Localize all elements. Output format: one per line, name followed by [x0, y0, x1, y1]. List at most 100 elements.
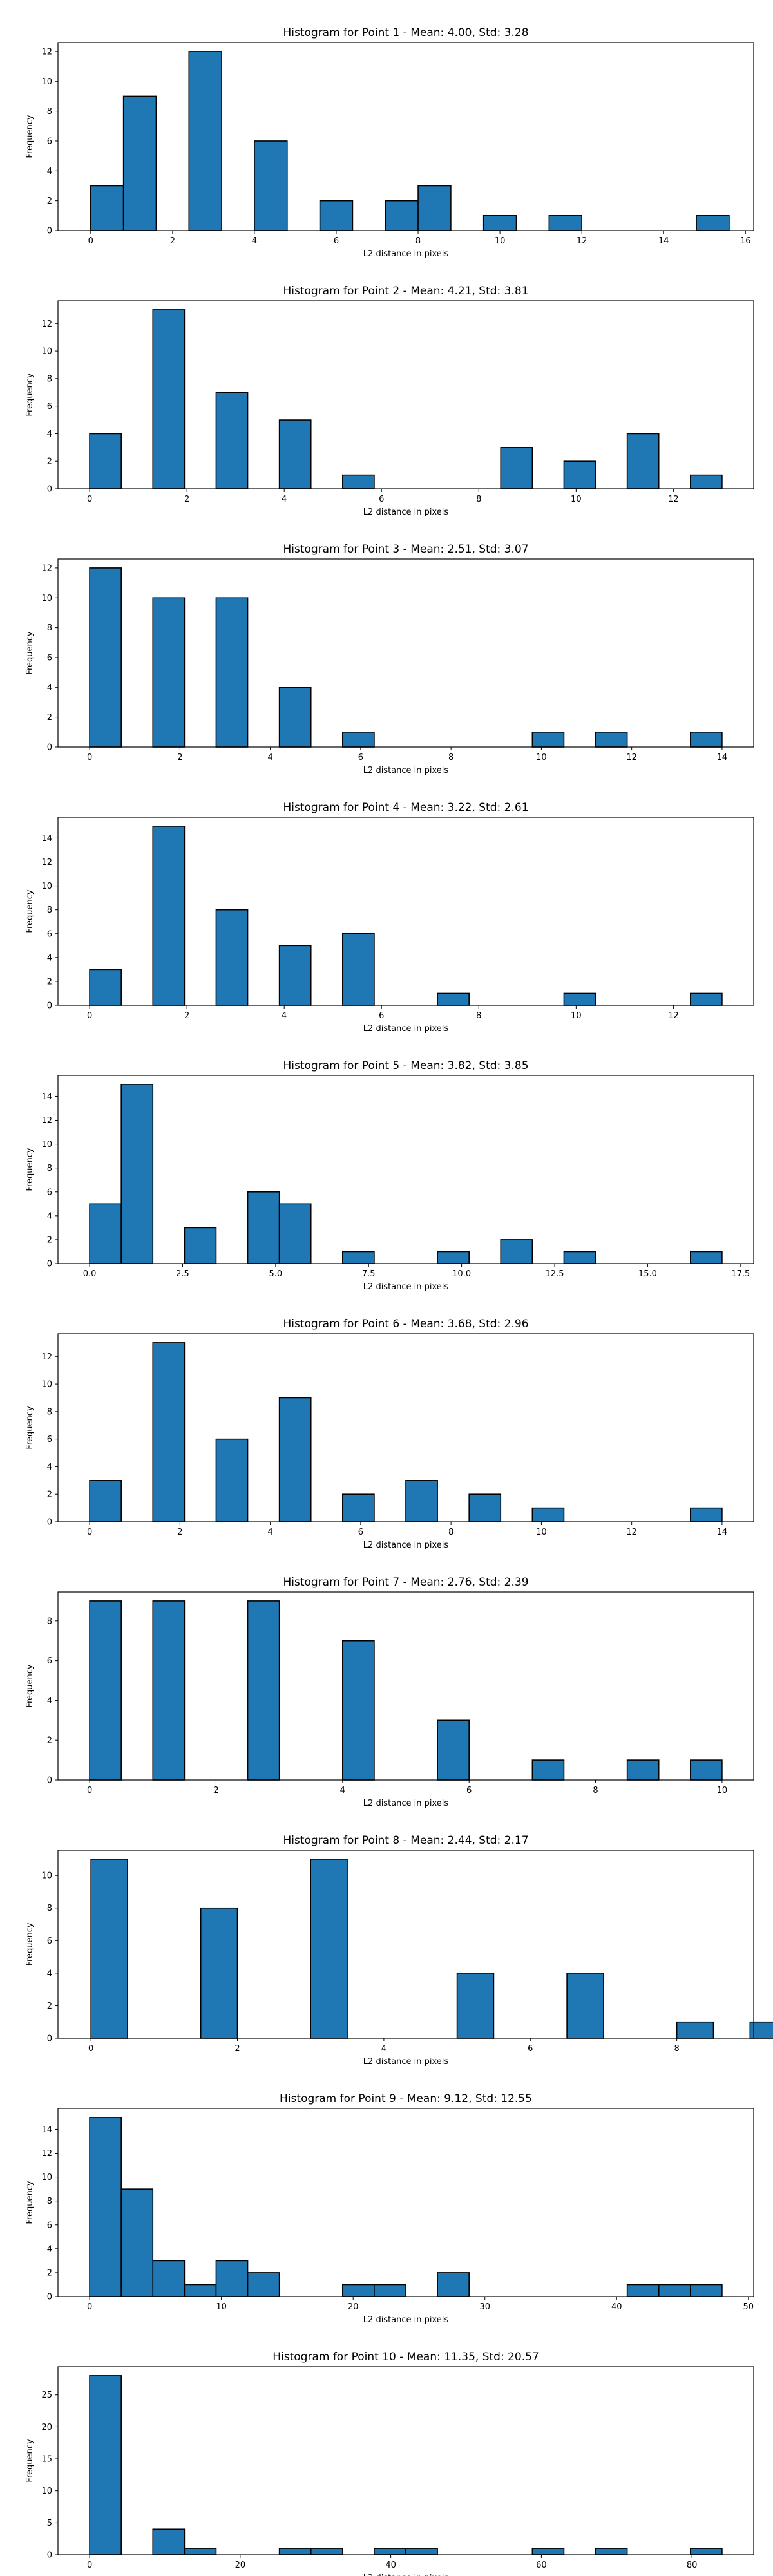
y-axis-label: Frequency: [25, 2181, 35, 2224]
histogram-bar: [531, 1507, 565, 1522]
x-tick-label: 7.5: [362, 1269, 376, 1279]
histogram-bar: [184, 2284, 217, 2297]
y-axis-label: Frequency: [25, 2439, 35, 2482]
x-axis-label: L2 distance in pixels: [363, 2573, 449, 2576]
histogram-bar: [417, 185, 452, 231]
histogram-bar: [437, 1719, 470, 1781]
x-tick-label: 4: [282, 1011, 287, 1021]
histogram-bar: [563, 460, 596, 489]
histogram-bar: [626, 1759, 660, 1781]
histogram-panel-2: Histogram for Point 2 - Mean: 4.21, Std:…: [25, 285, 754, 517]
histogram-bar: [342, 1640, 375, 1781]
histogram-bar: [500, 1239, 533, 1264]
histogram-bar: [152, 826, 186, 1006]
histogram-bar: [89, 1203, 122, 1264]
histogram-bar: [482, 215, 517, 231]
x-tick-label: 12: [626, 753, 637, 762]
histogram-bar: [595, 2548, 628, 2555]
x-tick-label: 14: [717, 753, 728, 762]
chart-title: Histogram for Point 5 - Mean: 3.82, Std:…: [283, 1059, 528, 1072]
x-tick-label: 40: [611, 2302, 622, 2312]
y-tick-label: 2: [47, 2268, 52, 2278]
y-axis-label: Frequency: [25, 1664, 35, 1707]
x-tick-label: 10: [571, 1011, 582, 1021]
histogram-bar: [566, 1973, 604, 2039]
x-axis-ticks: 0 20 40 60 80: [87, 2555, 697, 2570]
y-tick-label: 10: [41, 1380, 52, 1390]
histogram-bar: [90, 185, 124, 231]
x-tick-label: 4: [252, 236, 257, 246]
y-tick-label: 14: [41, 2125, 52, 2135]
histogram-bar: [405, 2548, 438, 2555]
x-tick-label: 12: [626, 1528, 637, 1537]
y-tick-label: 8: [47, 1904, 52, 1913]
x-tick-label: 12: [577, 236, 587, 246]
x-tick-label: 2: [177, 753, 182, 762]
histogram-bar: [215, 909, 249, 1006]
x-axis-label: L2 distance in pixels: [363, 2057, 449, 2067]
x-axis-ticks: 0 2 4 6 8 10: [87, 1780, 727, 1795]
x-tick-label: 12: [668, 1011, 679, 1021]
x-tick-label: 2: [234, 2044, 240, 2054]
x-tick-label: 4: [267, 1528, 272, 1537]
y-axis-label: Frequency: [25, 373, 35, 416]
x-tick-label: 80: [687, 2561, 698, 2570]
bars: [89, 1342, 723, 1522]
histogram-bar: [152, 2260, 186, 2297]
histogram-bar: [531, 1759, 565, 1781]
histogram-bar: [278, 945, 312, 1006]
x-tick-label: 2: [170, 236, 175, 246]
histogram-bar: [89, 2375, 122, 2555]
histogram-bar: [254, 140, 288, 231]
histogram-bar: [696, 215, 730, 231]
y-tick-label: 12: [41, 1116, 52, 1126]
histogram-bar: [120, 1084, 154, 1264]
x-tick-label: 0: [88, 236, 93, 246]
x-tick-label: 8: [476, 495, 481, 504]
y-tick-label: 10: [41, 882, 52, 891]
x-tick-label: 8: [674, 2044, 679, 2054]
x-axis-ticks: 0 10 20 30 40 50: [87, 2297, 754, 2312]
x-tick-label: 0: [87, 1011, 92, 1021]
y-tick-label: 12: [41, 858, 52, 867]
x-axis-label: L2 distance in pixels: [363, 249, 449, 259]
histogram-bar: [342, 1251, 375, 1264]
x-tick-label: 40: [385, 2561, 396, 2570]
y-tick-label: 12: [41, 564, 52, 573]
histogram-bar: [690, 474, 723, 489]
plot-frame: [57, 558, 754, 748]
histogram-bar: [215, 597, 249, 748]
histogram-bar: [89, 1480, 122, 1522]
histogram-panel-5: Histogram for Point 5 - Mean: 3.82, Std:…: [25, 1059, 754, 1292]
y-tick-label: 8: [47, 1164, 52, 1173]
y-tick-label: 2: [47, 2002, 52, 2011]
histogram-bar: [278, 2548, 312, 2555]
histogram-bar: [342, 474, 375, 489]
histogram-bar: [215, 392, 249, 489]
y-tick-label: 2: [47, 1736, 52, 1746]
y-tick-label: 0: [47, 1776, 52, 1786]
histogram-bar: [247, 1191, 280, 1264]
y-tick-label: 20: [41, 2423, 52, 2432]
x-tick-label: 5.0: [269, 1269, 283, 1279]
histogram-bar: [184, 2548, 217, 2555]
histogram-bar: [626, 2284, 660, 2297]
histogram-bar: [690, 1251, 723, 1264]
histogram-panel-7: Histogram for Point 7 - Mean: 2.76, Std:…: [25, 1576, 754, 1808]
x-tick-label: 6: [466, 1786, 472, 1795]
x-tick-label: 12: [668, 495, 679, 504]
y-tick-label: 0: [47, 2034, 52, 2044]
x-axis-ticks: 0 2 4 6 8: [88, 2038, 680, 2054]
histogram-bar: [405, 1480, 438, 1522]
y-tick-label: 2: [47, 1235, 52, 1245]
y-axis-label: Frequency: [25, 1148, 35, 1191]
y-axis-ticks: 0 2 4 6 8 10 12: [41, 47, 58, 236]
histogram-bar: [278, 1203, 312, 1264]
x-tick-label: 8: [448, 753, 453, 762]
y-tick-label: 0: [47, 1001, 52, 1011]
y-tick-label: 4: [47, 1463, 52, 1472]
x-tick-label: 6: [334, 236, 339, 246]
x-tick-label: 0: [87, 1528, 92, 1537]
chart-title: Histogram for Point 7 - Mean: 2.76, Std:…: [283, 1576, 528, 1589]
chart-title: Histogram for Point 1 - Mean: 4.00, Std:…: [283, 26, 528, 39]
